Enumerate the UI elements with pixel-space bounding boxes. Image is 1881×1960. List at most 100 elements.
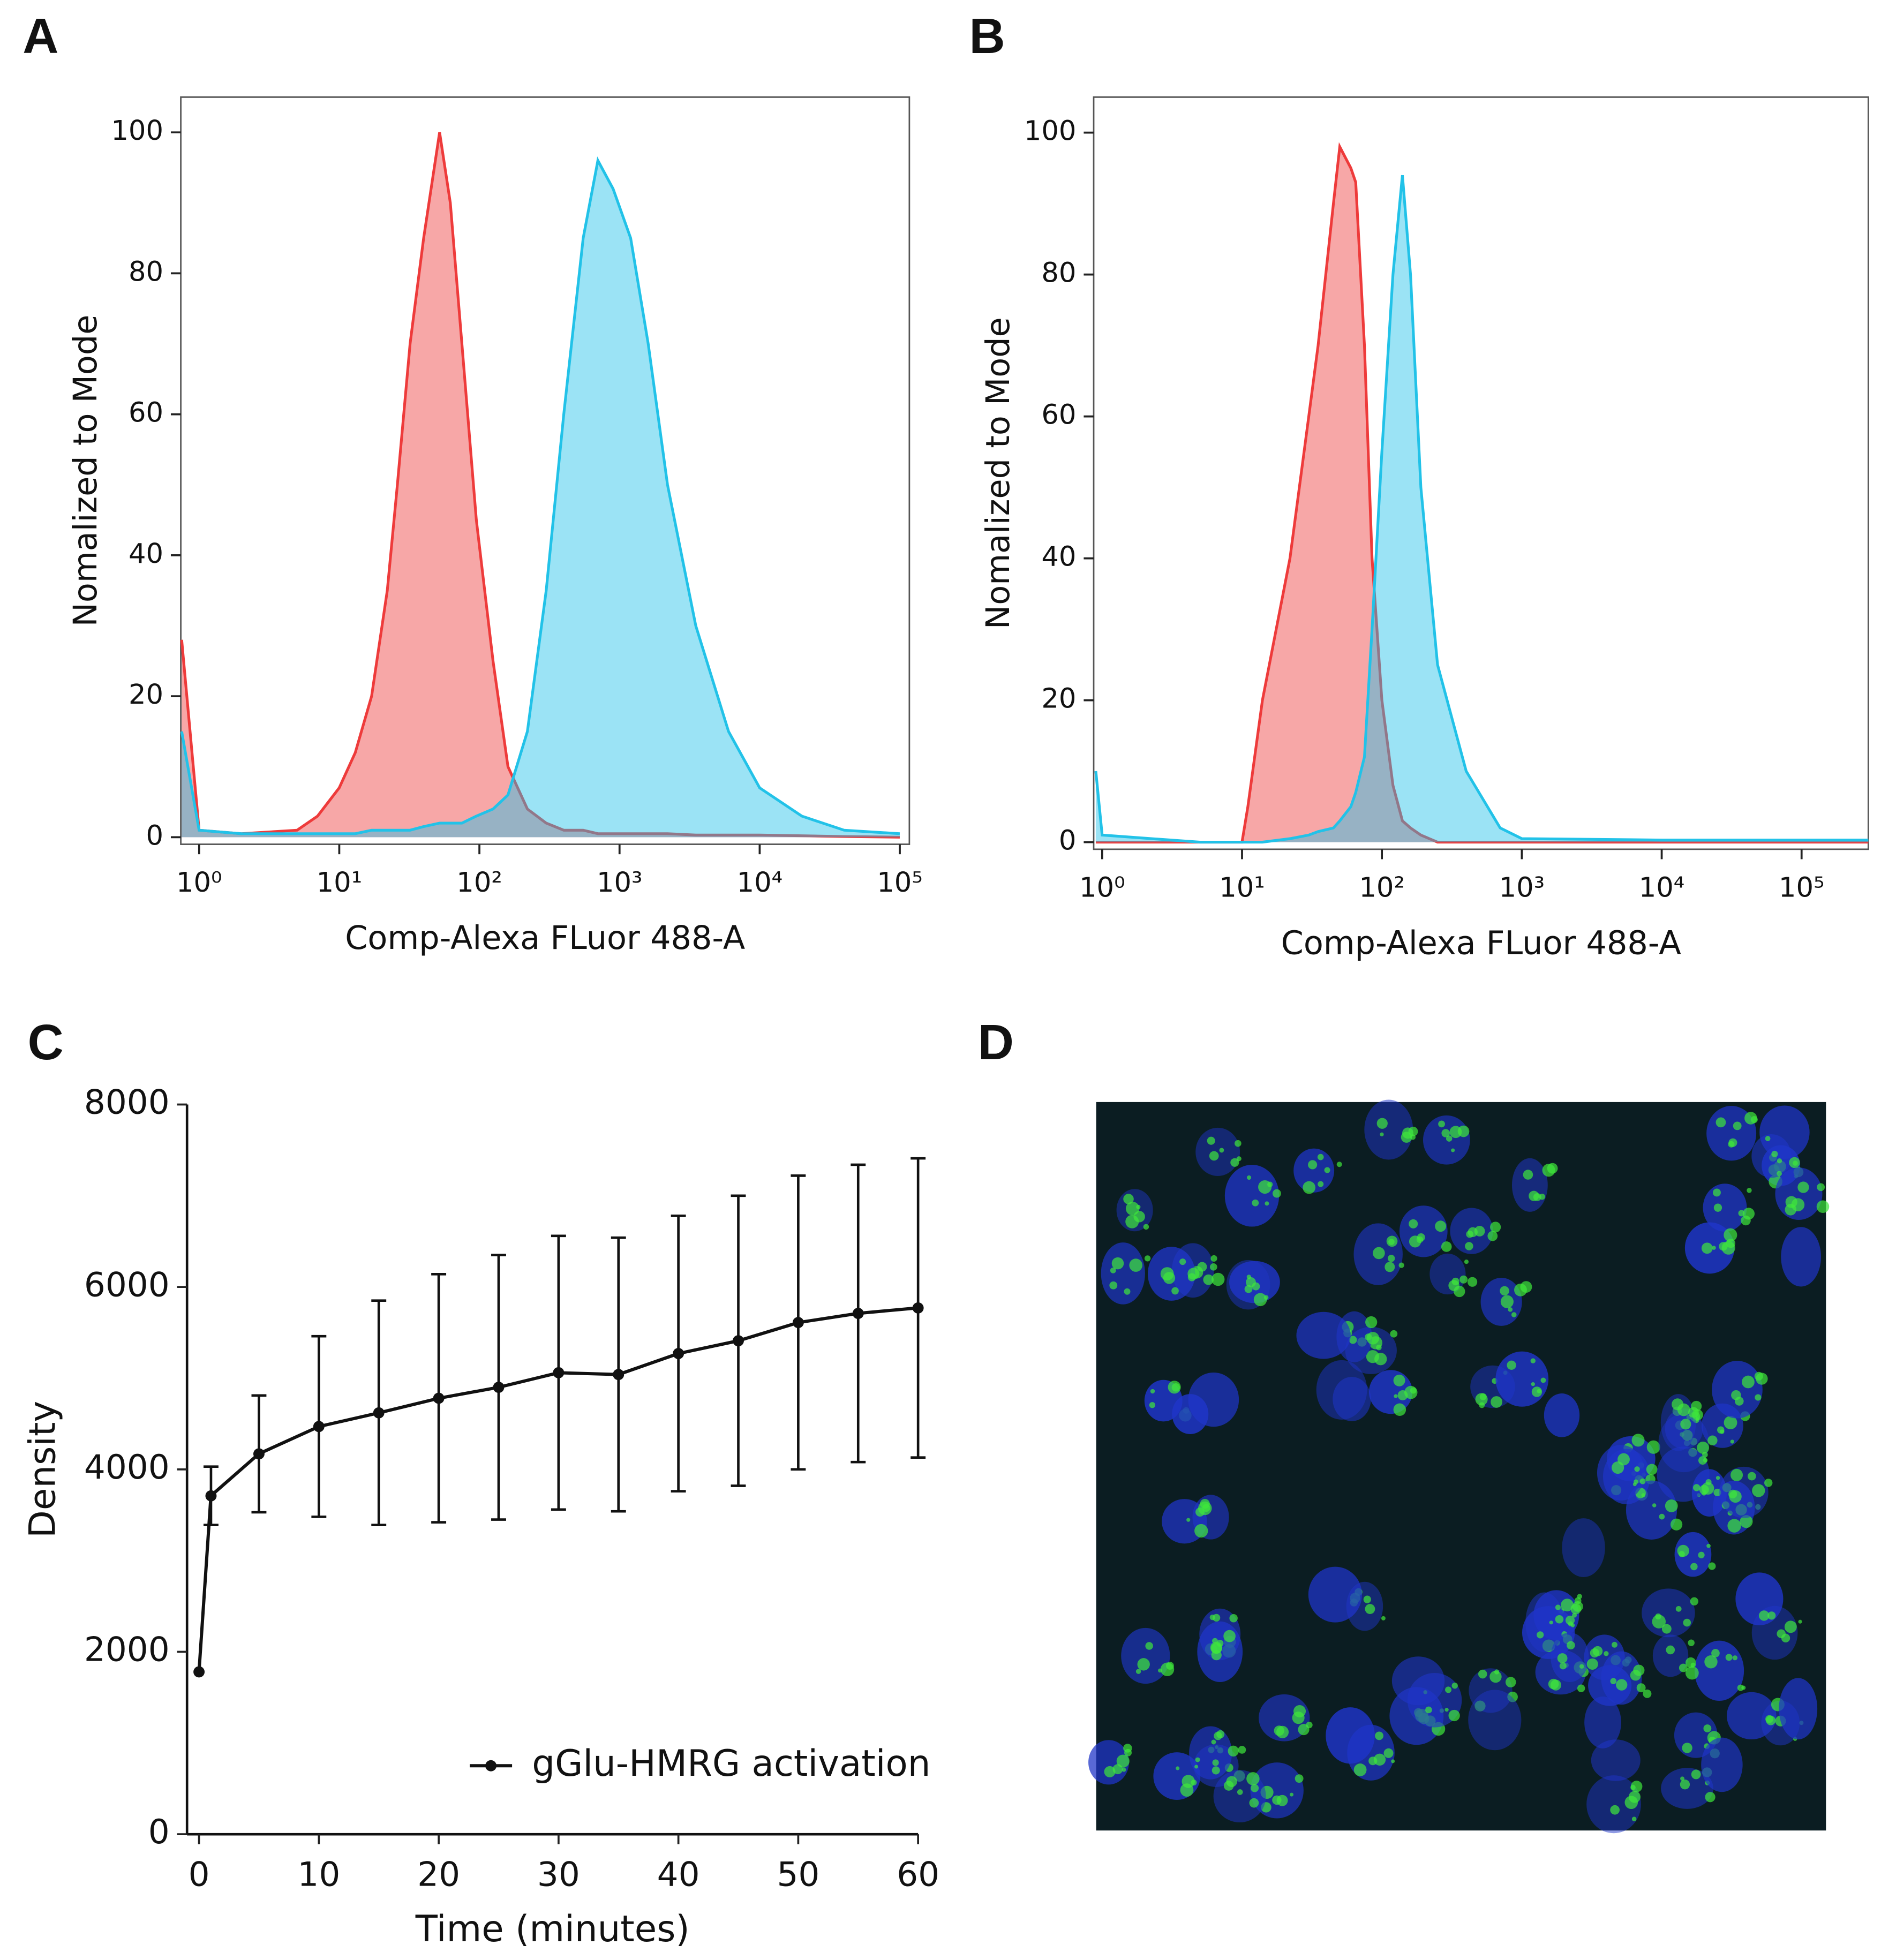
green-spot — [1116, 1754, 1130, 1768]
green-spot — [1444, 1708, 1449, 1712]
y-axis-title: Nomalized to Mode — [67, 315, 104, 627]
green-spot — [1677, 1403, 1690, 1416]
green-spot — [1659, 1513, 1665, 1520]
data-point — [553, 1367, 565, 1378]
green-spot — [1632, 1482, 1637, 1487]
green-spot — [1446, 1135, 1453, 1142]
green-spot — [1451, 1682, 1458, 1689]
histogram-line — [180, 156, 900, 835]
green-spot — [1143, 1224, 1149, 1230]
green-spot — [1690, 1563, 1698, 1571]
x-axis-title: Comp-Alexa FLuor 488-A — [345, 919, 745, 957]
plot-frame — [1093, 96, 1869, 850]
green-spot — [1590, 1648, 1599, 1658]
green-spot — [1713, 1188, 1721, 1197]
green-spot — [1652, 1615, 1666, 1629]
green-spot — [1559, 1662, 1567, 1670]
green-spot — [1685, 1666, 1699, 1680]
data-point — [493, 1382, 505, 1393]
green-spot — [1435, 1220, 1447, 1232]
histogram-line — [1095, 142, 1869, 844]
data-point — [733, 1335, 744, 1347]
green-spot — [1706, 1543, 1711, 1548]
green-spot — [1479, 1393, 1487, 1400]
green-spot — [1765, 1136, 1771, 1141]
green-spot — [1733, 1121, 1742, 1130]
green-spot — [1533, 1193, 1541, 1201]
data-line — [197, 1306, 919, 1672]
green-spot — [1604, 1651, 1609, 1656]
nucleus — [1751, 1134, 1792, 1178]
green-spot — [1474, 1226, 1485, 1237]
green-spot — [1817, 1183, 1825, 1192]
panel-label: C — [28, 1014, 64, 1070]
green-spot — [1187, 1268, 1200, 1280]
green-spot — [1680, 1776, 1684, 1781]
green-spot — [1634, 1466, 1640, 1472]
green-spot — [1465, 1242, 1473, 1250]
green-spot — [1454, 1285, 1465, 1298]
nucleus — [1189, 1726, 1232, 1780]
green-spot — [1237, 1789, 1243, 1795]
green-spot — [1567, 1641, 1575, 1650]
green-spot — [1688, 1639, 1695, 1646]
green-spot — [1150, 1389, 1155, 1394]
green-spot — [1610, 1678, 1617, 1685]
green-spot — [1401, 1132, 1412, 1143]
green-spot — [1441, 1241, 1452, 1252]
green-spot — [1466, 1230, 1473, 1238]
nucleus — [1101, 1242, 1145, 1305]
green-spot — [1646, 1440, 1660, 1454]
green-spot — [1682, 1430, 1693, 1441]
x-tick-label: 10¹ — [317, 867, 363, 899]
green-spot — [1478, 1669, 1487, 1679]
green-spot — [1324, 1167, 1330, 1173]
green-spot — [1349, 1336, 1357, 1344]
green-spot — [1702, 1482, 1714, 1495]
green-spot — [1272, 1189, 1281, 1198]
nucleus — [1551, 1632, 1589, 1683]
green-spot — [1376, 1118, 1388, 1129]
data-point — [253, 1448, 265, 1460]
y-tick-label: 60 — [1041, 399, 1076, 431]
y-axis-title: Density — [21, 1401, 64, 1538]
green-spot — [1727, 1519, 1741, 1533]
green-spot — [1212, 1272, 1225, 1286]
nucleus — [1391, 1656, 1445, 1706]
green-spot — [1633, 1664, 1645, 1676]
green-spot — [1713, 1488, 1721, 1497]
green-spot — [1397, 1390, 1408, 1400]
green-spot — [1441, 1129, 1450, 1137]
green-spot — [1212, 1766, 1220, 1775]
green-spot — [1366, 1350, 1379, 1363]
green-spot — [1230, 1158, 1239, 1167]
nucleus — [1703, 1183, 1747, 1232]
legend-label: gGlu-HMRG activation — [532, 1742, 930, 1784]
green-spot — [1652, 1503, 1657, 1507]
green-spot — [1494, 1669, 1500, 1675]
y-tick-label: 6000 — [84, 1265, 170, 1304]
green-spot — [1438, 1120, 1445, 1128]
green-spot — [1572, 1612, 1577, 1618]
green-spot — [1449, 1126, 1462, 1139]
green-spot — [1798, 1619, 1802, 1624]
nucleus — [1719, 1466, 1769, 1518]
green-spot — [1293, 1705, 1306, 1718]
green-spot — [1764, 1479, 1773, 1487]
green-spot — [1577, 1594, 1582, 1599]
green-spot — [1373, 1247, 1385, 1260]
nucleus — [1224, 1164, 1280, 1227]
green-spot — [1306, 1721, 1313, 1729]
green-spot — [1570, 1603, 1582, 1615]
x-tick-label: 10⁴ — [1639, 872, 1685, 903]
green-spot — [1238, 1746, 1246, 1754]
green-spot — [1308, 1160, 1318, 1170]
green-spot — [1548, 1678, 1559, 1690]
green-spot — [1235, 1140, 1242, 1147]
x-tick-label: 10² — [456, 867, 502, 899]
green-spot — [1295, 1774, 1304, 1783]
green-spot — [1574, 1597, 1582, 1604]
green-spot — [1555, 1615, 1564, 1624]
green-spot — [1797, 1181, 1809, 1193]
green-spot — [1713, 1203, 1722, 1212]
